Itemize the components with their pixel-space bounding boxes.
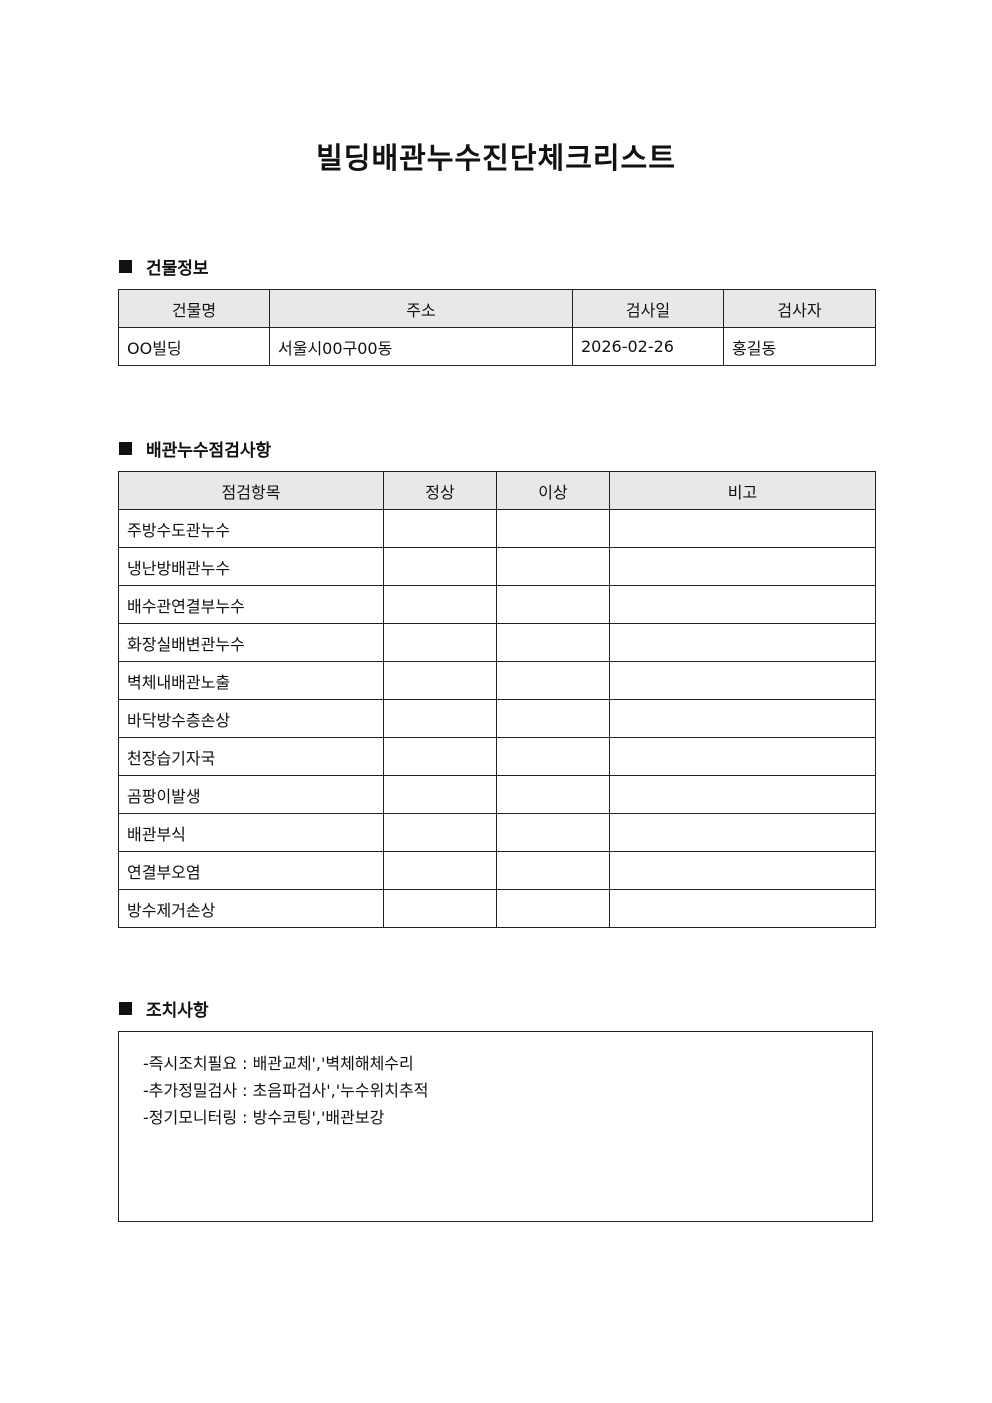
normal-cell[interactable] xyxy=(383,623,497,662)
abnormal-cell[interactable] xyxy=(496,509,610,548)
table-row: 배관부식 xyxy=(118,813,876,852)
normal-cell[interactable] xyxy=(383,889,497,928)
inspection-item: 벽체내배관노출 xyxy=(118,661,384,700)
header-building-name: 건물명 xyxy=(118,289,270,328)
table-row: 화장실배변관누수 xyxy=(118,623,876,662)
inspection-item: 방수제거손상 xyxy=(118,889,384,928)
inspection-item: 주방수도관누수 xyxy=(118,509,384,548)
building-info-heading: 건물정보 xyxy=(119,254,209,279)
abnormal-cell[interactable] xyxy=(496,851,610,890)
inspection-item: 배수관연결부누수 xyxy=(118,585,384,624)
table-row: 방수제거손상 xyxy=(118,889,876,928)
normal-cell[interactable] xyxy=(383,813,497,852)
table-row: 바닥방수층손상 xyxy=(118,699,876,738)
header-abnormal: 이상 xyxy=(496,471,610,510)
header-normal: 정상 xyxy=(383,471,497,510)
inspection-item: 냉난방배관누수 xyxy=(118,547,384,586)
header-inspection-date: 검사일 xyxy=(572,289,724,328)
table-header-row: 점검항목 정상 이상 비고 xyxy=(118,471,876,510)
normal-cell[interactable] xyxy=(383,851,497,890)
remarks-cell[interactable] xyxy=(609,851,876,890)
square-bullet-icon xyxy=(119,260,132,273)
building-info-table: 건물명 주소 검사일 검사자 OO빌딩 서울시00구00동 2026-02-26… xyxy=(118,289,876,366)
abnormal-cell[interactable] xyxy=(496,623,610,662)
remarks-cell[interactable] xyxy=(609,813,876,852)
remarks-cell[interactable] xyxy=(609,699,876,738)
abnormal-cell[interactable] xyxy=(496,775,610,814)
remarks-cell[interactable] xyxy=(609,623,876,662)
abnormal-cell[interactable] xyxy=(496,547,610,586)
address[interactable]: 서울시00구00동 xyxy=(269,327,573,366)
inspection-date[interactable]: 2026-02-26 xyxy=(572,327,724,366)
action-line: -추가정밀검사 : 초음파검사','누수위치추적 xyxy=(143,1081,429,1100)
table-row: 천장습기자국 xyxy=(118,737,876,776)
inspection-heading: 배관누수점검사항 xyxy=(119,436,271,461)
table-row: 곰팡이발생 xyxy=(118,775,876,814)
building-name[interactable]: OO빌딩 xyxy=(118,327,270,366)
inspection-item: 화장실배변관누수 xyxy=(118,623,384,662)
action-line: -즉시조치필요 : 배관교체','벽체해체수리 xyxy=(143,1054,414,1073)
normal-cell[interactable] xyxy=(383,547,497,586)
inspection-item: 천장습기자국 xyxy=(118,737,384,776)
section-title: 배관누수점검사항 xyxy=(146,441,272,461)
abnormal-cell[interactable] xyxy=(496,661,610,700)
abnormal-cell[interactable] xyxy=(496,585,610,624)
page-title: 빌딩배관누수진단체크리스트 xyxy=(316,141,676,175)
section-title: 조치사항 xyxy=(146,1001,209,1021)
normal-cell[interactable] xyxy=(383,699,497,738)
inspection-item: 연결부오염 xyxy=(118,851,384,890)
remarks-cell[interactable] xyxy=(609,889,876,928)
inspection-table: 점검항목 정상 이상 비고 주방수도관누수 냉난방배관누수 배수관연결부누수 화장실배… xyxy=(118,471,876,928)
square-bullet-icon xyxy=(119,1002,132,1015)
table-row: OO빌딩 서울시00구00동 2026-02-26 홍길동 xyxy=(118,327,876,366)
table-row: 벽체내배관노출 xyxy=(118,661,876,700)
header-item: 점검항목 xyxy=(118,471,384,510)
remarks-cell[interactable] xyxy=(609,509,876,548)
section-title: 건물정보 xyxy=(146,259,209,279)
header-remarks: 비고 xyxy=(609,471,876,510)
action-line: -정기모니터링 : 방수코팅','배관보강 xyxy=(143,1108,385,1127)
header-address: 주소 xyxy=(269,289,573,328)
remarks-cell[interactable] xyxy=(609,737,876,776)
abnormal-cell[interactable] xyxy=(496,889,610,928)
action-box[interactable]: -즉시조치필요 : 배관교체','벽체해체수리 -추가정밀검사 : 초음파검사'… xyxy=(118,1031,873,1222)
normal-cell[interactable] xyxy=(383,661,497,700)
remarks-cell[interactable] xyxy=(609,661,876,700)
inspection-item: 배관부식 xyxy=(118,813,384,852)
abnormal-cell[interactable] xyxy=(496,737,610,776)
normal-cell[interactable] xyxy=(383,585,497,624)
remarks-cell[interactable] xyxy=(609,585,876,624)
action-heading: 조치사항 xyxy=(119,996,209,1021)
abnormal-cell[interactable] xyxy=(496,813,610,852)
inspection-item: 곰팡이발생 xyxy=(118,775,384,814)
normal-cell[interactable] xyxy=(383,509,497,548)
table-header-row: 건물명 주소 검사일 검사자 xyxy=(118,289,876,328)
abnormal-cell[interactable] xyxy=(496,699,610,738)
table-row: 냉난방배관누수 xyxy=(118,547,876,586)
normal-cell[interactable] xyxy=(383,775,497,814)
table-row: 주방수도관누수 xyxy=(118,509,876,548)
inspector[interactable]: 홍길동 xyxy=(723,327,876,366)
header-inspector: 검사자 xyxy=(723,289,876,328)
normal-cell[interactable] xyxy=(383,737,497,776)
inspection-item: 바닥방수층손상 xyxy=(118,699,384,738)
table-row: 연결부오염 xyxy=(118,851,876,890)
remarks-cell[interactable] xyxy=(609,775,876,814)
square-bullet-icon xyxy=(119,442,132,455)
remarks-cell[interactable] xyxy=(609,547,876,586)
table-row: 배수관연결부누수 xyxy=(118,585,876,624)
